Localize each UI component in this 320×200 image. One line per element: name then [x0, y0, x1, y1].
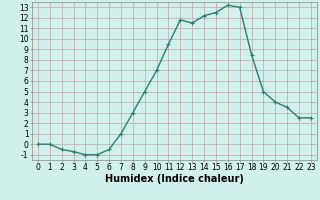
- X-axis label: Humidex (Indice chaleur): Humidex (Indice chaleur): [105, 174, 244, 184]
